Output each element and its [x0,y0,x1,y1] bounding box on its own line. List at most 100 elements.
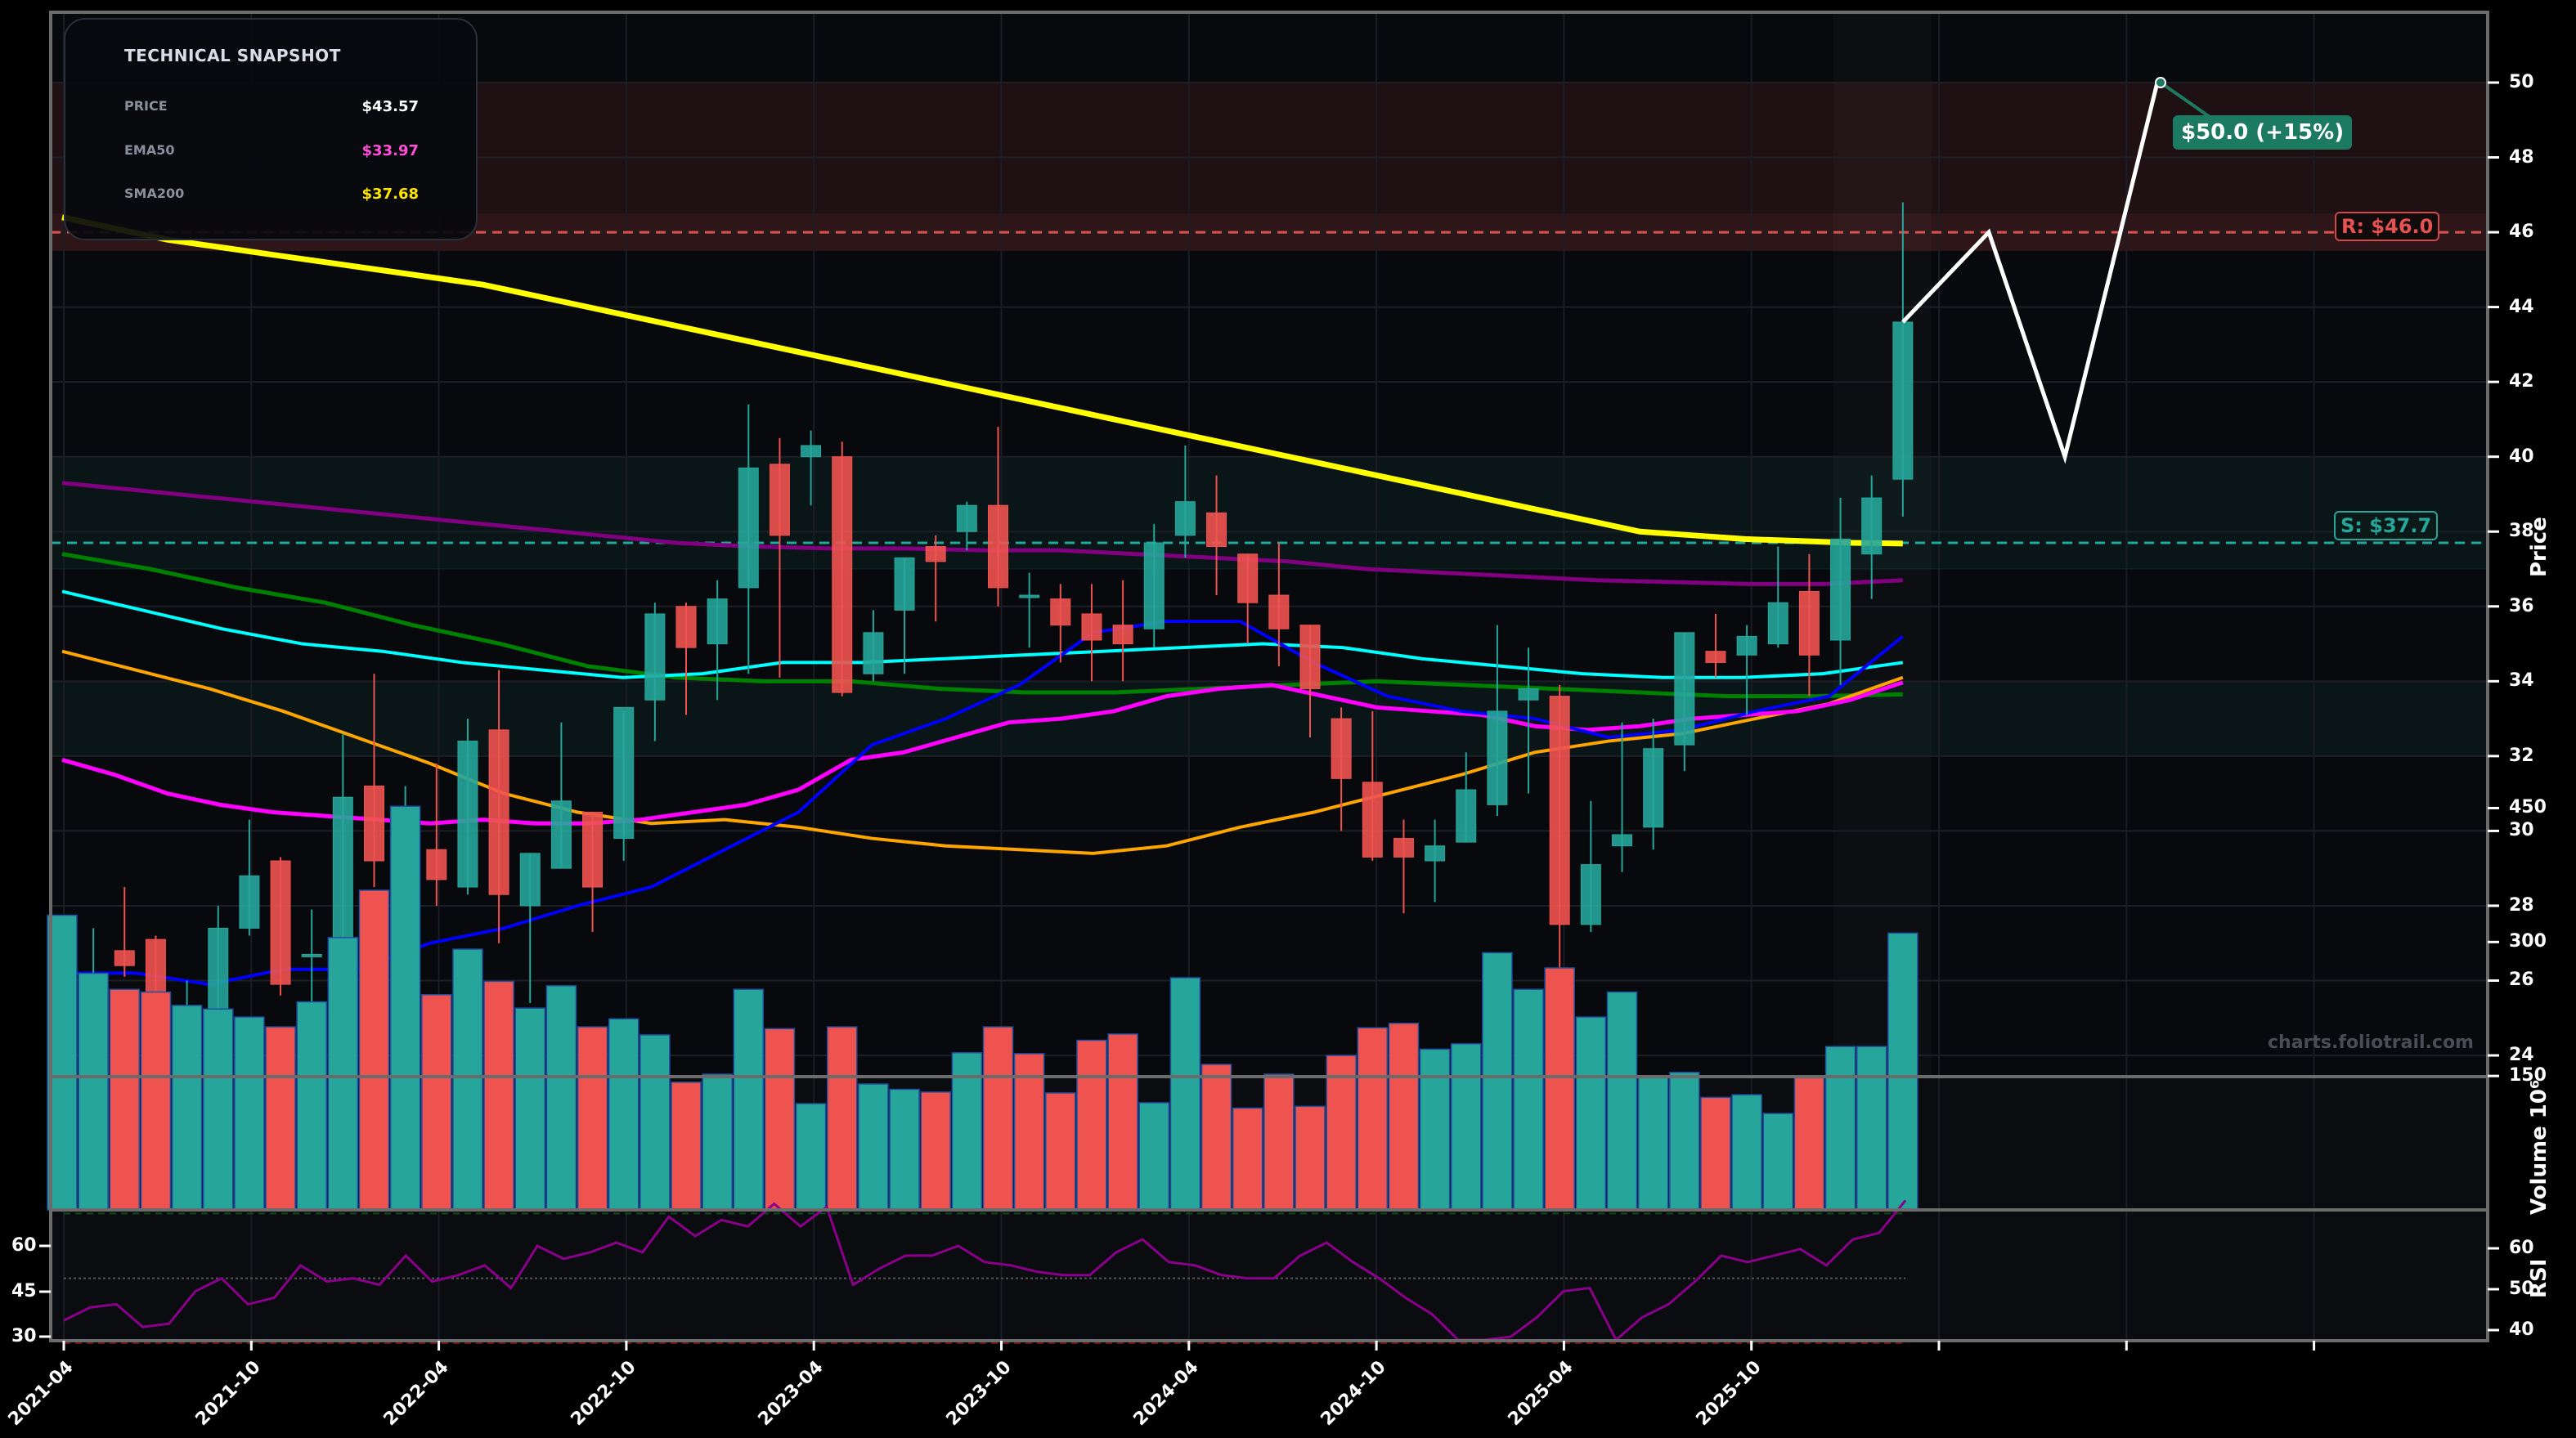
volume-bar [1295,1105,1326,1211]
price-tick-label: 38 [2509,521,2534,542]
snapshot-value-sma200: $37.68 [361,186,419,203]
volume-bar [608,1018,640,1211]
volume-bar [109,988,141,1211]
candle-body [1736,635,1757,656]
volume-bar [1169,977,1201,1211]
price-tick-label: 28 [2509,894,2534,916]
volume-bar [171,1005,203,1211]
snapshot-title: TECHNICAL SNAPSHOT [124,46,341,65]
volume-bar [702,1073,733,1211]
candle-body [364,785,384,862]
rsi-tick-label-left: 30 [11,1326,37,1346]
candle-body [1112,625,1133,645]
candle-body [613,706,635,840]
snapshot-row-sma200: SMA200 $37.68 [124,186,419,208]
volume-bar [951,1052,983,1211]
watermark: charts.foliotrail.com [2268,1033,2474,1053]
sma200-line [61,214,1903,547]
candle-body [1331,718,1352,779]
candle-body [1643,748,1664,828]
snapshot-label-ema50: EMA50 [124,142,175,158]
candle-body [1362,782,1383,858]
price-tick-label: 48 [2509,146,2534,168]
candle-body [1861,497,1883,555]
candle-body [1206,512,1227,548]
resistance-label: R: $46.0 [2335,212,2440,241]
snapshot-label-sma200: SMA200 [124,186,185,201]
snapshot-value-price: $43.57 [361,98,419,115]
volume-axis-title: Volume 10⁶ [2527,1079,2551,1215]
price-tick-label: 30 [2509,820,2534,841]
candle-body [582,812,604,888]
candle-body [488,729,509,895]
price-tick-label: 50 [2509,72,2534,92]
volume-bar [140,991,172,1211]
green-ma-line [61,552,1903,699]
candle-body [1518,688,1539,701]
candle-body [1393,838,1414,858]
price-tick-label: 34 [2509,670,2534,692]
volume-bar [1013,1053,1045,1211]
volume-bar [1482,952,1513,1211]
volume-bar [358,889,390,1211]
volume-bar [421,994,452,1211]
candle-body [1705,651,1726,663]
rsi-line [63,1199,1907,1342]
candle-body [1143,542,1165,629]
rsi-tick-label-right: 50 [2509,1279,2534,1299]
volume-tick-label: 450 [2509,797,2547,818]
volume-bar [1824,1046,1856,1211]
price-tick-label: 46 [2509,222,2534,243]
candle-body [707,598,728,645]
price-tick-label: 40 [2509,446,2534,467]
volume-bar [858,1083,889,1211]
volume-bar [1637,1077,1669,1211]
candle-body [1081,613,1102,641]
volume-bar [483,980,514,1211]
candle-body [332,796,353,959]
candle-body [956,504,977,532]
candle-body [644,613,666,701]
candle-body [863,632,884,674]
volume-bar [545,985,577,1211]
volume-bar [1451,1043,1482,1211]
snapshot-row-ema50: EMA50 $33.97 [124,142,419,165]
volume-bar [1045,1092,1076,1211]
candle-body [457,741,478,888]
volume-bar [1419,1048,1451,1211]
volume-bar [795,1103,827,1211]
snapshot-label-price: PRICE [124,98,168,114]
volume-bar [982,1026,1014,1211]
volume-bar [1357,1027,1389,1211]
volume-bar [1793,1077,1825,1211]
candle-body [988,504,1008,589]
candle-body [114,950,135,966]
volume-bar [234,1016,265,1211]
support-label: S: $37.7 [2334,511,2439,540]
price-target-label: $50.0 (+15%) [2173,115,2353,150]
price-tick-label: 26 [2509,970,2534,991]
purple-ma-line [61,481,1903,586]
candle-body [1549,696,1570,925]
volume-bar [1513,988,1544,1211]
volume-bar [265,1026,296,1211]
volume-bar [514,1007,545,1211]
price-tick-label: 44 [2509,296,2534,317]
candle-body [1174,501,1196,536]
rsi-tick-label-left: 45 [11,1281,37,1301]
volume-bar [78,972,109,1211]
candle-body [769,464,790,536]
rsi-panel-bg [51,1210,2488,1341]
volume-bar [203,1008,234,1211]
volume-bar [640,1034,671,1211]
volume-bar [1200,1064,1232,1211]
volume-bar [577,1026,608,1211]
candle-body [1019,594,1040,598]
volume-bar [389,805,421,1211]
candle-body [832,456,853,693]
volume-bar [1107,1033,1138,1211]
volume-bar [1606,991,1638,1211]
price-tick-label: 24 [2509,1045,2534,1066]
candle-body [1580,864,1601,925]
candle-body [675,606,697,648]
